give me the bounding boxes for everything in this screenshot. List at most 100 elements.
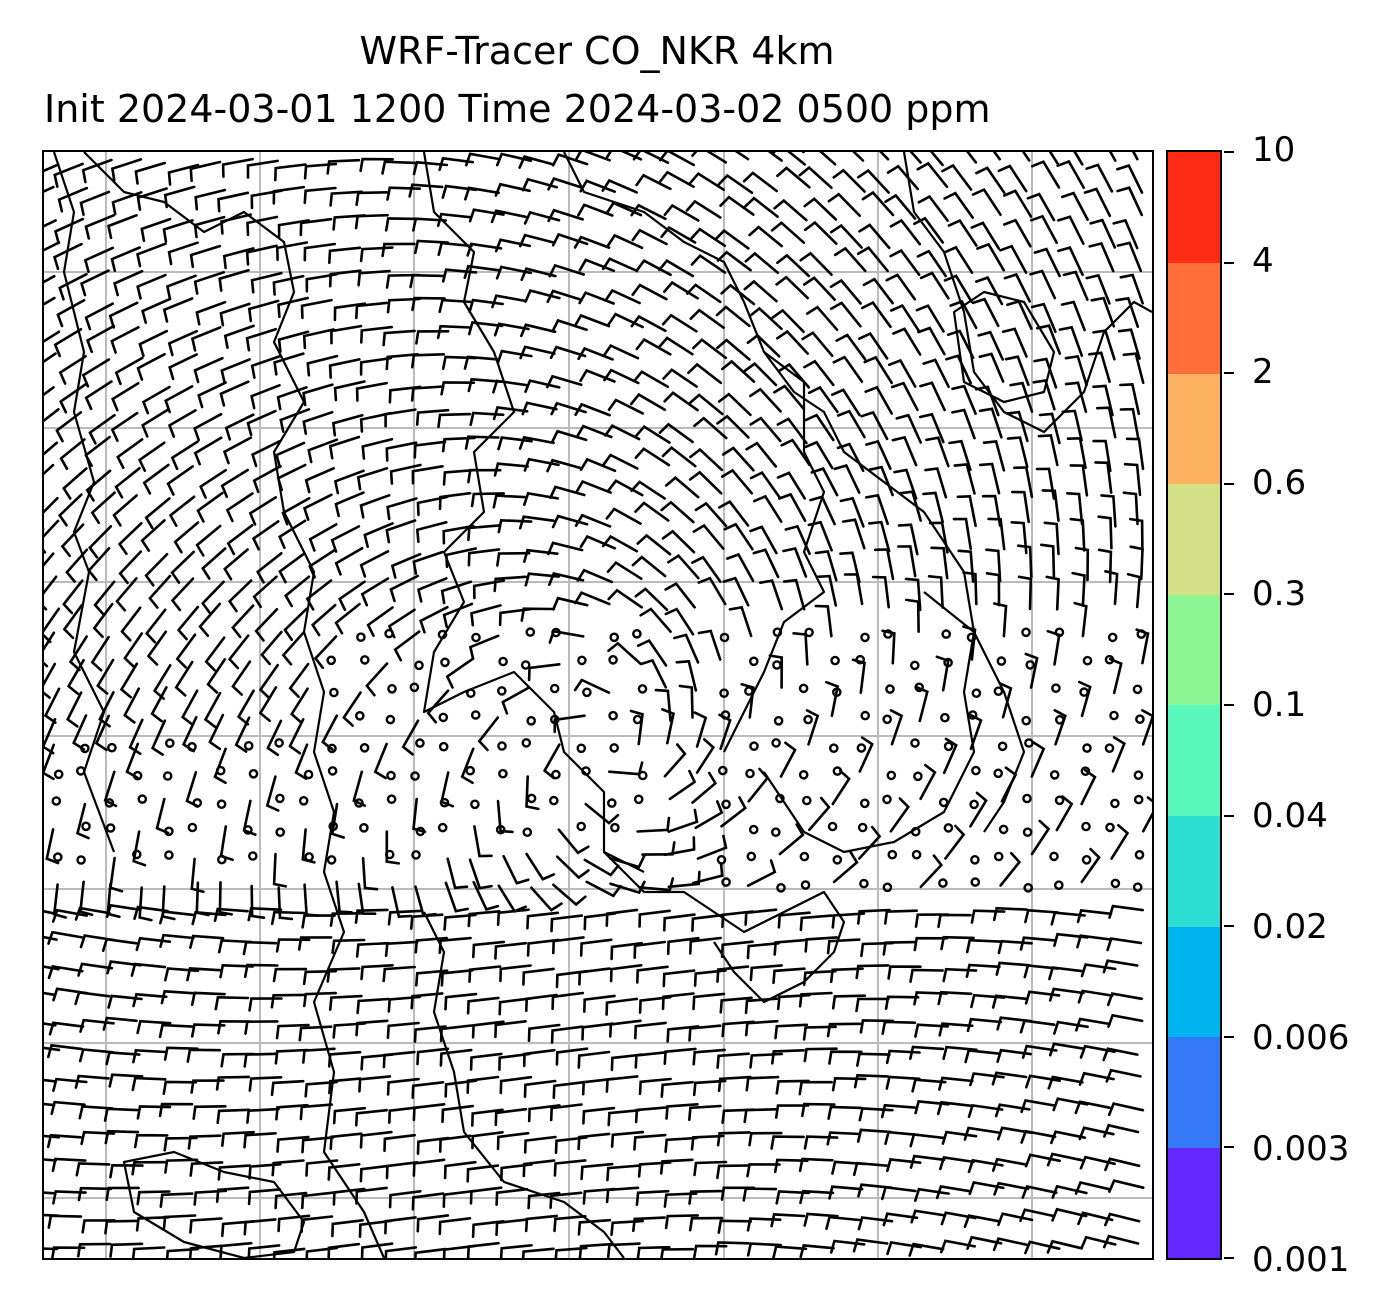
wind-barb	[163, 1136, 198, 1152]
wind-barb	[639, 658, 668, 689]
calm-marker	[1022, 793, 1032, 804]
wind-barb	[826, 938, 861, 955]
wind-barb	[993, 1181, 1030, 1196]
wind-barb	[467, 548, 501, 567]
wind-barb	[1104, 570, 1119, 606]
wind-barb	[969, 791, 988, 828]
wind-barb	[470, 604, 502, 627]
wind-barb	[1006, 299, 1033, 330]
wind-barb	[79, 190, 111, 216]
wind-barb	[692, 992, 726, 1011]
wind-barb	[1141, 709, 1152, 746]
wind-barb	[583, 994, 616, 1013]
wind-barb	[355, 381, 388, 402]
wind-barb	[384, 940, 419, 957]
wind-barb	[1078, 680, 1092, 718]
wind-barb	[1129, 517, 1144, 553]
wind-barb	[638, 995, 672, 1014]
wind-barb	[519, 345, 556, 360]
wind-barb	[1002, 189, 1033, 218]
wind-barb	[332, 1187, 366, 1206]
wind-barb	[697, 576, 727, 606]
wind-barb	[193, 1189, 228, 1206]
wind-barb	[166, 465, 194, 496]
wind-barb	[985, 572, 1001, 607]
calm-marker	[970, 855, 980, 865]
wind-barb	[776, 329, 809, 355]
wind-barb	[46, 1133, 83, 1149]
wind-barb	[585, 880, 622, 898]
wind-barb	[1057, 215, 1085, 245]
wind-barb	[772, 967, 806, 985]
wind-barb	[223, 548, 249, 581]
calm-marker	[832, 855, 843, 865]
wind-barb	[330, 802, 345, 839]
wind-barb	[552, 1080, 586, 1100]
wind-barb	[1097, 548, 1113, 584]
calm-marker	[132, 849, 142, 860]
wind-barb	[771, 1049, 806, 1065]
wind-barb	[772, 1245, 808, 1258]
wind-barb	[441, 184, 478, 199]
wind-barb	[831, 994, 867, 1010]
wind-barb	[326, 158, 361, 175]
wind-barb	[858, 331, 889, 360]
calm-marker	[105, 823, 116, 833]
coastlines	[52, 152, 1152, 1258]
wind-barb	[982, 439, 1006, 472]
wind-barb	[1019, 1208, 1056, 1223]
wind-barb	[941, 1130, 978, 1145]
calm-marker	[164, 850, 174, 860]
wind-barb	[445, 547, 477, 569]
wind-barb	[1004, 355, 1030, 387]
wind-barb	[991, 1157, 1028, 1172]
wind-barb	[773, 1158, 809, 1174]
calm-marker	[411, 850, 421, 860]
wind-barb	[412, 797, 427, 834]
wind-barb	[664, 1136, 698, 1153]
wind-barb	[279, 408, 311, 433]
calm-marker	[1024, 738, 1034, 748]
wind-barb	[744, 908, 778, 926]
wind-barb	[868, 520, 891, 553]
wind-barb	[632, 1216, 666, 1233]
wind-barb	[444, 1079, 478, 1098]
wind-barb	[693, 416, 728, 440]
wind-barb	[919, 854, 944, 889]
wind-barb	[975, 166, 1006, 194]
wind-barb	[59, 383, 87, 414]
wind-barb	[190, 991, 226, 1006]
wind-barb	[440, 381, 475, 396]
wind-barb	[220, 213, 252, 235]
calm-marker	[415, 826, 426, 837]
wind-barb	[250, 884, 266, 919]
calm-marker	[495, 824, 506, 835]
wind-barb	[413, 440, 447, 459]
wind-barb	[802, 1025, 837, 1041]
wind-barb	[198, 602, 222, 637]
wind-barb	[831, 1160, 867, 1175]
wind-barb	[330, 324, 363, 345]
wind-barb	[107, 994, 143, 1009]
wind-barb	[272, 1247, 306, 1258]
wind-barb	[969, 713, 983, 751]
wind-barb	[523, 1135, 557, 1154]
wind-barb	[1115, 296, 1140, 328]
wind-barb	[1064, 354, 1088, 387]
wind-barb	[469, 1186, 503, 1205]
wind-barb	[852, 1161, 889, 1177]
wind-barb	[557, 828, 590, 855]
wind-barb	[951, 408, 976, 440]
wind-barb	[419, 605, 449, 634]
wind-barb	[328, 269, 362, 288]
wind-barb	[305, 579, 333, 611]
wind-barb	[224, 413, 255, 441]
calm-marker	[910, 738, 920, 748]
wind-barb	[243, 1218, 277, 1236]
wind-barb	[411, 353, 445, 369]
wind-barb	[745, 1075, 780, 1092]
wind-barb	[804, 413, 835, 442]
wind-barb	[92, 602, 114, 639]
wind-barb	[746, 1163, 781, 1178]
wind-barb	[963, 1214, 1000, 1229]
